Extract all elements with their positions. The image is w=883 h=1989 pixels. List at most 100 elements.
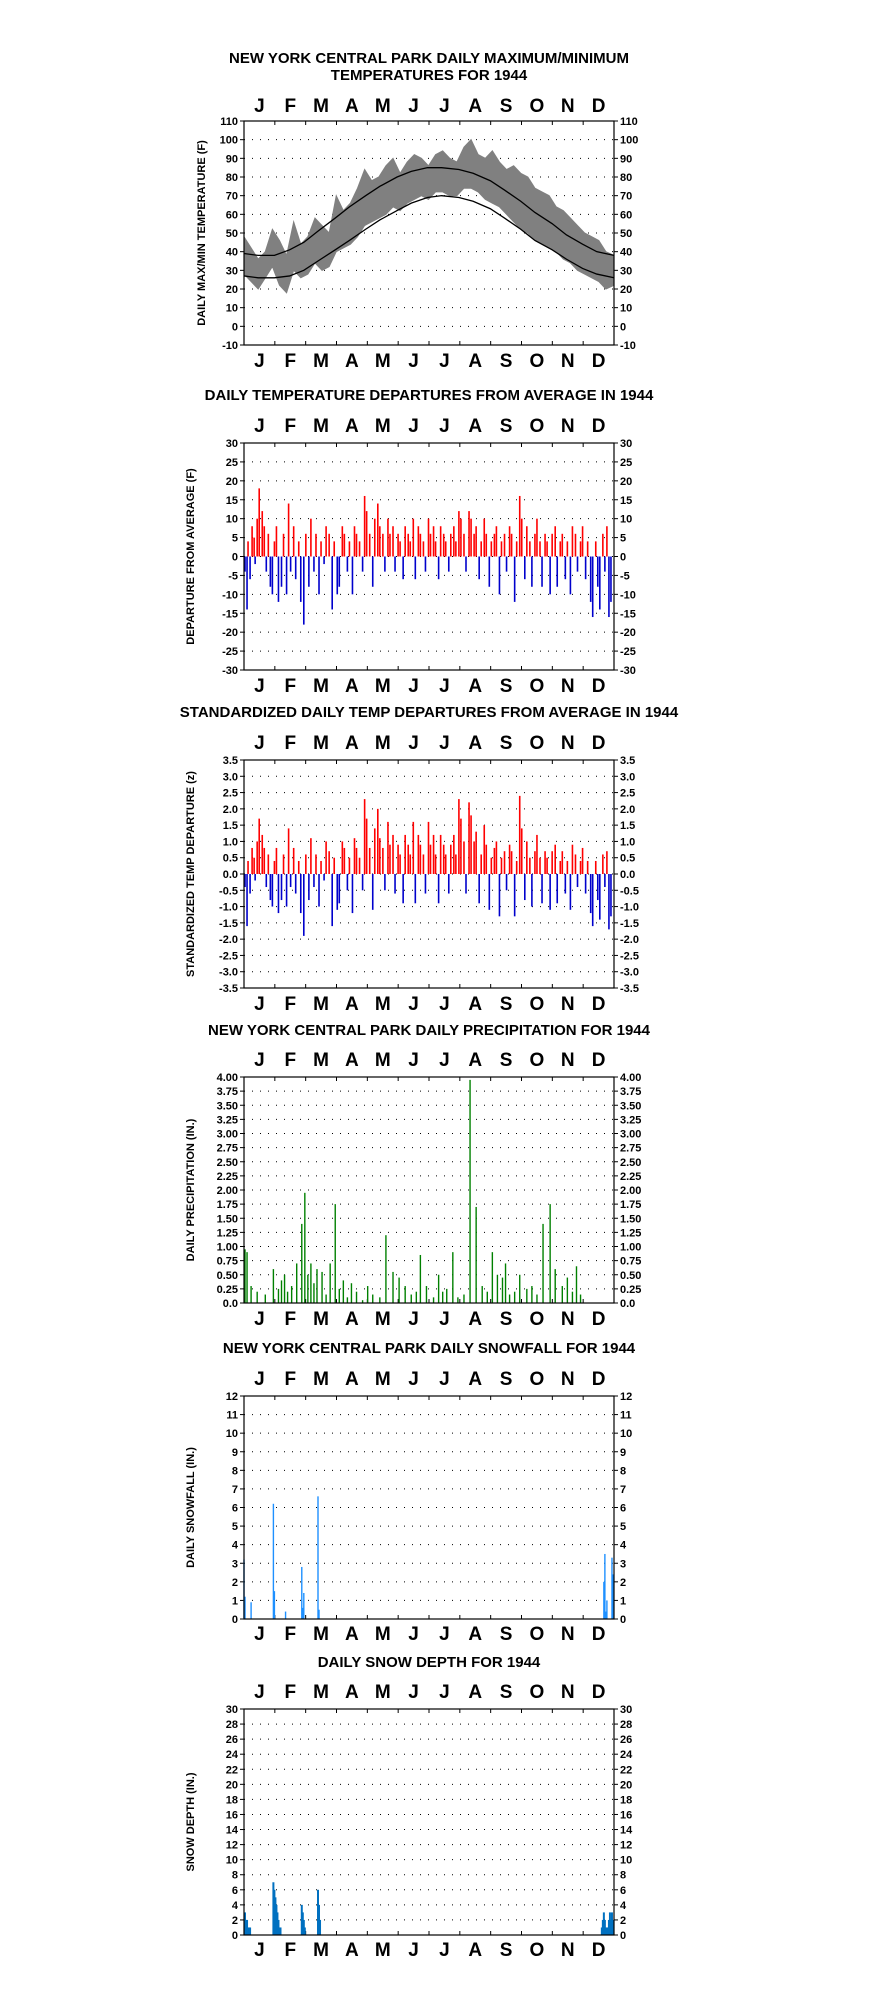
month-label-top: J — [254, 1369, 265, 1390]
month-label-top: N — [561, 1682, 575, 1703]
month-label-top: S — [500, 733, 513, 754]
y-tick-label-left: -20 — [222, 627, 238, 639]
month-label-bottom: O — [530, 1624, 545, 1645]
y-tick-label-right: 0.0 — [620, 1298, 635, 1310]
month-label-top: S — [500, 96, 513, 117]
month-label-bottom: M — [313, 351, 329, 372]
y-tick-label-right: 2.5 — [620, 788, 635, 800]
y-tick-label-left: 22 — [226, 1764, 238, 1776]
y-tick-label-right: 1.5 — [620, 820, 635, 832]
y-tick-label-left: -2.5 — [219, 950, 238, 962]
month-label-bottom: O — [530, 1309, 545, 1330]
chart-title: NEW YORK CENTRAL PARK DAILY SNOWFALL FOR… — [223, 1340, 636, 1357]
month-label-bottom: J — [408, 1940, 419, 1961]
y-tick-label-left: 20 — [226, 284, 238, 296]
month-label-top: S — [500, 1369, 513, 1390]
y-tick-label-left: 2.75 — [217, 1143, 238, 1155]
y-tick-label-right: 2 — [620, 1577, 626, 1589]
data-marks — [243, 138, 615, 294]
month-label-top: N — [561, 733, 575, 754]
y-tick-label-right: 10 — [620, 514, 632, 526]
y-tick-label-right: 1.0 — [620, 836, 635, 848]
y-tick-label-right: 24 — [620, 1749, 633, 1761]
month-label-top: F — [284, 96, 296, 117]
month-label-bottom: A — [345, 1309, 359, 1330]
charts-container: NEW YORK CENTRAL PARK DAILY MAXIMUM/MINI… — [180, 50, 679, 1961]
month-label-top: A — [345, 1050, 359, 1071]
chart-title: NEW YORK CENTRAL PARK DAILY MAXIMUM/MINI… — [229, 50, 629, 67]
y-tick-label-left: 0 — [232, 1930, 238, 1942]
month-label-top: D — [592, 1682, 606, 1703]
y-tick-label-left: 4.00 — [217, 1072, 238, 1084]
month-label-bottom: A — [345, 1624, 359, 1645]
temperature-range-band — [243, 138, 615, 294]
chart-title: DAILY TEMPERATURE DEPARTURES FROM AVERAG… — [205, 387, 654, 404]
month-label-top: D — [592, 733, 606, 754]
month-label-bottom: J — [408, 1309, 419, 1330]
y-tick-label-right: 22 — [620, 1764, 632, 1776]
month-label-top: N — [561, 1369, 575, 1390]
month-label-bottom: J — [254, 1309, 265, 1330]
y-tick-label-right: 2.00 — [620, 1185, 641, 1197]
y-tick-label-right: -1.5 — [620, 918, 639, 930]
y-tick-label-left: -1.0 — [219, 902, 238, 914]
y-tick-label-left: 30 — [226, 1704, 238, 1716]
chart-panel-4: NEW YORK CENTRAL PARK DAILY PRECIPITATIO… — [185, 1022, 651, 1330]
y-tick-label-right: 20 — [620, 476, 632, 488]
y-tick-label-left: 20 — [226, 1779, 238, 1791]
y-axis-label: DAILY SNOWFALL (IN.) — [185, 1447, 197, 1568]
y-tick-label-left: 4 — [232, 1900, 239, 1912]
y-tick-label-left: -0.5 — [219, 885, 238, 897]
y-tick-label-left: -25 — [222, 646, 238, 658]
month-label-bottom: O — [530, 676, 545, 697]
y-tick-label-right: 3.00 — [620, 1129, 641, 1141]
y-tick-label-left: 4 — [232, 1540, 239, 1552]
y-tick-label-right: 2.75 — [620, 1143, 641, 1155]
month-label-bottom: D — [592, 1624, 606, 1645]
y-tick-label-left: 60 — [226, 209, 238, 221]
chart-panel-1: NEW YORK CENTRAL PARK DAILY MAXIMUM/MINI… — [196, 50, 638, 372]
month-label-bottom: S — [500, 994, 513, 1015]
month-label-bottom: A — [468, 676, 482, 697]
y-tick-label-left: 1.0 — [223, 836, 238, 848]
y-tick-label-left: 2.00 — [217, 1185, 238, 1197]
y-axis-label: SNOW DEPTH (IN.) — [185, 1772, 197, 1871]
month-label-bottom: M — [375, 1309, 391, 1330]
y-tick-label-right: -5 — [620, 570, 630, 582]
normal-min-line — [243, 195, 615, 279]
y-tick-label-left: 11 — [226, 1410, 238, 1422]
month-label-bottom: J — [439, 351, 450, 372]
y-tick-label-left: 50 — [226, 228, 238, 240]
month-label-top: A — [468, 733, 482, 754]
y-tick-label-left: 3.5 — [223, 755, 238, 767]
month-label-bottom: D — [592, 351, 606, 372]
month-label-top: A — [468, 1050, 482, 1071]
month-label-top: N — [561, 96, 575, 117]
y-tick-label-right: 3.25 — [620, 1114, 641, 1126]
y-tick-label-right: 0.25 — [620, 1284, 641, 1296]
month-label-top: A — [468, 96, 482, 117]
y-tick-label-right: 8 — [620, 1465, 626, 1477]
month-label-bottom: N — [561, 1940, 575, 1961]
month-label-bottom: S — [500, 1940, 513, 1961]
y-tick-label-left: 24 — [226, 1749, 239, 1761]
y-tick-label-right: -2.0 — [620, 934, 639, 946]
y-tick-label-left: 20 — [226, 476, 238, 488]
month-label-bottom: J — [408, 676, 419, 697]
y-tick-label-left: 6 — [232, 1885, 238, 1897]
month-label-top: M — [375, 1369, 391, 1390]
month-label-top: O — [530, 733, 545, 754]
chart-panel-5: NEW YORK CENTRAL PARK DAILY SNOWFALL FOR… — [185, 1340, 636, 1645]
month-label-top: M — [375, 733, 391, 754]
month-label-bottom: A — [468, 1309, 482, 1330]
y-tick-label-left: 90 — [226, 153, 238, 165]
month-label-top: J — [408, 1369, 419, 1390]
month-label-top: O — [530, 416, 545, 437]
month-label-top: J — [254, 1050, 265, 1071]
month-label-top: J — [408, 96, 419, 117]
month-label-bottom: J — [439, 676, 450, 697]
month-label-top: O — [530, 1369, 545, 1390]
y-tick-label-right: 6 — [620, 1503, 626, 1515]
month-label-top: D — [592, 416, 606, 437]
